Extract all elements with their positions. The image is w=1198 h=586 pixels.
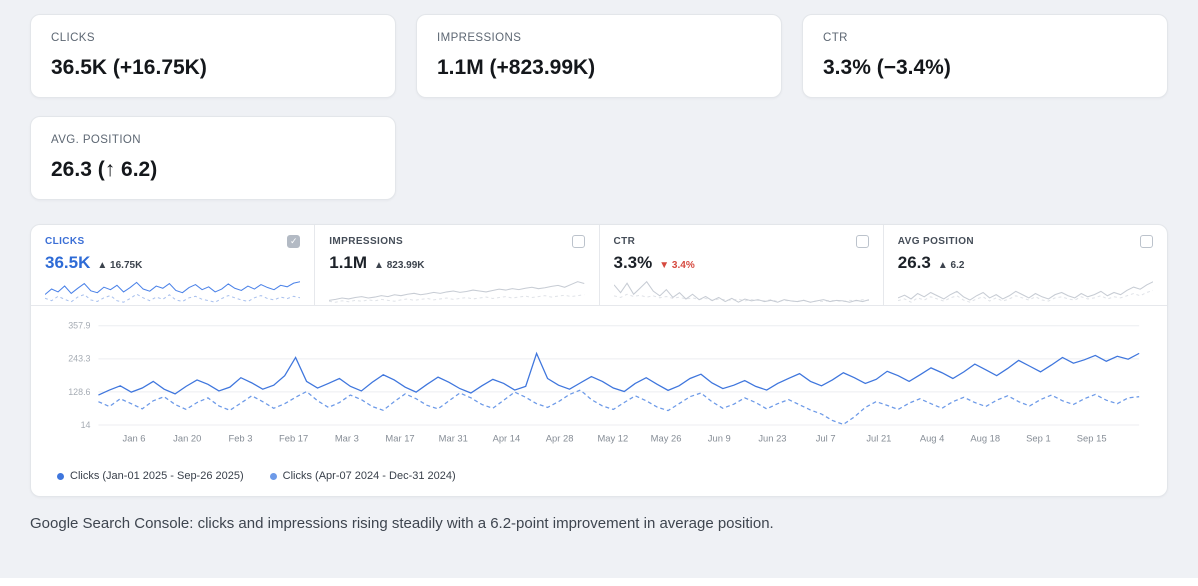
stat-card-label: CLICKS — [51, 32, 95, 44]
chart-legend: Clicks (Jan-01 2025 - Sep-26 2025) Click… — [31, 462, 1167, 496]
svg-text:243.3: 243.3 — [68, 354, 90, 364]
svg-text:Jan 20: Jan 20 — [173, 434, 201, 444]
metric-value: 3.3% — [613, 253, 653, 272]
svg-text:Mar 3: Mar 3 — [335, 434, 359, 444]
metric-tab-ctr[interactable]: CTR 3.3% ▼ 3.4% — [598, 225, 883, 305]
stat-card-avg-position: AVG. POSITION 26.3 (↑ 6.2) — [30, 116, 396, 200]
main-chart: 357.9 243.3 128.6 14 Jan 6 Jan 20 Feb 3 Feb 17 M… — [68, 321, 1140, 444]
svg-text:Aug 4: Aug 4 — [920, 434, 945, 444]
legend-dot — [57, 472, 64, 480]
svg-text:Jun 23: Jun 23 — [758, 434, 786, 444]
stat-card-clicks: CLICKS 36.5K (+16.75K) — [30, 14, 396, 98]
svg-text:Aug 18: Aug 18 — [970, 434, 1000, 444]
metric-tab-label: IMPRESSIONS — [329, 236, 404, 247]
svg-text:Sep 15: Sep 15 — [1077, 434, 1107, 444]
legend-dot — [269, 472, 277, 480]
svg-text:Mar 17: Mar 17 — [385, 434, 414, 444]
svg-text:128.6: 128.6 — [68, 387, 90, 397]
stat-card-label: IMPRESSIONS — [437, 32, 522, 44]
metric-delta: ▲ 16.75K — [97, 260, 143, 271]
svg-text:Apr 28: Apr 28 — [546, 434, 574, 444]
metric-checkbox[interactable] — [855, 235, 869, 248]
metric-value: 1.1M — [329, 253, 368, 272]
metric-checkbox[interactable] — [1140, 235, 1153, 248]
stat-card-label: CTR — [823, 32, 848, 44]
svg-text:Feb 3: Feb 3 — [228, 434, 252, 444]
metric-value: 36.5K — [45, 253, 91, 272]
svg-text:Apr 14: Apr 14 — [493, 434, 521, 444]
legend-item-current: Clicks (Jan-01 2025 - Sep-26 2025) — [57, 470, 244, 482]
metric-checkbox[interactable] — [571, 235, 585, 248]
metric-sparkline — [897, 281, 1153, 303]
stat-card-value: 26.3 (↑ 6.2) — [51, 158, 158, 181]
metric-tab-clicks[interactable]: CLICKS ✓ 36.5K ▲ 16.75K — [31, 225, 314, 305]
svg-text:Jan 6: Jan 6 — [123, 434, 146, 444]
metric-delta: ▲ 6.2 — [937, 260, 965, 271]
metric-delta: ▼ 3.4% — [659, 260, 695, 271]
stat-cards-row-2: AVG. POSITION 26.3 (↑ 6.2) — [30, 116, 1168, 200]
stat-card-value: 1.1M (+823.99K) — [437, 56, 596, 79]
stat-cards-row-1: CLICKS 36.5K (+16.75K) IMPRESSIONS 1.1M … — [30, 14, 1168, 98]
metric-tab-impressions[interactable]: IMPRESSIONS 1.1M ▲ 823.99K — [314, 225, 598, 305]
metric-tab-avg-position[interactable]: AVG POSITION 26.3 ▲ 6.2 — [882, 225, 1167, 305]
chart-area: 357.9 243.3 128.6 14 Jan 6 Jan 20 Feb 3 Feb 17 M… — [31, 306, 1167, 462]
stat-card-label: AVG. POSITION — [51, 134, 141, 146]
svg-text:Sep 1: Sep 1 — [1026, 434, 1051, 444]
metric-sparkline — [45, 281, 301, 303]
stat-card-value: 3.3% (−3.4%) — [823, 56, 951, 79]
metric-value: 26.3 — [897, 253, 931, 272]
stat-card-ctr: CTR 3.3% (−3.4%) — [802, 14, 1168, 98]
metric-tab-label: CLICKS — [45, 236, 85, 247]
summary-caption: Google Search Console: clicks and impres… — [30, 515, 774, 532]
svg-text:May 12: May 12 — [597, 434, 628, 444]
metric-checkbox[interactable]: ✓ — [287, 235, 301, 248]
metric-sparkline — [329, 281, 585, 303]
metric-tabs: CLICKS ✓ 36.5K ▲ 16.75K IMPRESSIONS 1.1M… — [31, 225, 1167, 306]
metrics-panel: CLICKS ✓ 36.5K ▲ 16.75K IMPRESSIONS 1.1M… — [30, 224, 1168, 497]
legend-label: Clicks (Apr-07 2024 - Dec-31 2024) — [282, 470, 456, 482]
metric-sparkline — [613, 280, 869, 303]
stat-card-impressions: IMPRESSIONS 1.1M (+823.99K) — [416, 14, 782, 98]
svg-text:May 26: May 26 — [651, 434, 682, 444]
legend-item-previous: Clicks (Apr-07 2024 - Dec-31 2024) — [269, 470, 456, 482]
metric-tab-label: CTR — [613, 236, 636, 247]
svg-text:Jun 9: Jun 9 — [708, 434, 731, 444]
svg-text:Jul 7: Jul 7 — [816, 434, 836, 444]
metric-delta: ▲ 823.99K — [374, 260, 425, 271]
legend-label: Clicks (Jan-01 2025 - Sep-26 2025) — [70, 470, 244, 482]
metric-tab-label: AVG POSITION — [897, 236, 975, 247]
stat-card-value: 36.5K (+16.75K) — [51, 56, 207, 79]
svg-text:357.9: 357.9 — [68, 321, 90, 331]
svg-text:14: 14 — [81, 420, 91, 430]
svg-text:Jul 21: Jul 21 — [866, 434, 891, 444]
svg-text:Mar 31: Mar 31 — [439, 434, 468, 444]
svg-text:Feb 17: Feb 17 — [279, 434, 308, 444]
